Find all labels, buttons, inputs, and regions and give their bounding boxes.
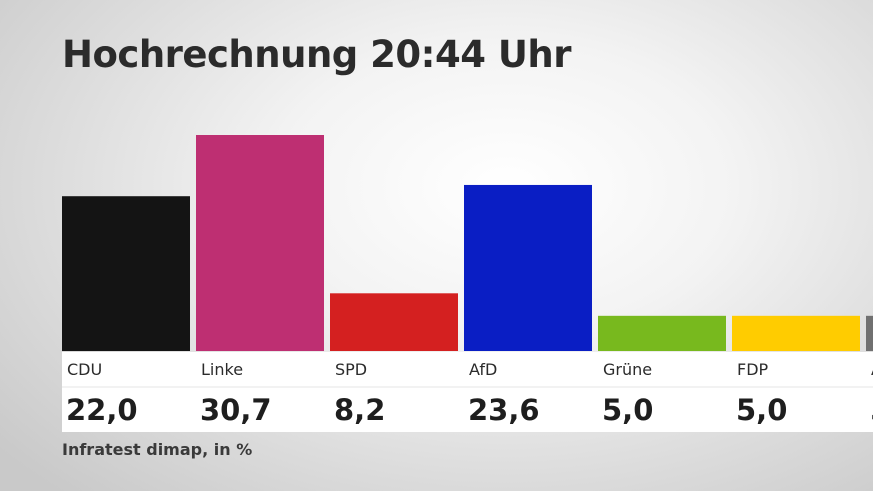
value-label: 5,0 — [736, 393, 787, 427]
labels-panel — [62, 352, 873, 432]
bar-afd — [464, 184, 592, 351]
bar-a — [866, 315, 873, 351]
bar-grüne — [598, 315, 726, 351]
source-note: Infratest dimap, in % — [62, 440, 253, 459]
bar-cdu — [62, 196, 190, 351]
category-label: FDP — [737, 360, 769, 379]
value-label: 8,2 — [334, 393, 385, 427]
category-label: Grüne — [603, 360, 652, 379]
category-label: CDU — [67, 360, 102, 379]
value-label: 23,6 — [468, 393, 540, 427]
bar-spd — [330, 293, 458, 351]
value-label: 30,7 — [200, 393, 272, 427]
bar-linke — [196, 135, 324, 351]
value-label: 22,0 — [66, 393, 138, 427]
value-label: 5 — [870, 393, 873, 427]
category-label: AfD — [469, 360, 497, 379]
category-label: Linke — [201, 360, 243, 379]
chart-title: Hochrechnung 20:44 Uhr — [62, 33, 571, 76]
value-label: 5,0 — [602, 393, 653, 427]
bar-fdp — [732, 315, 860, 351]
category-label: A — [871, 360, 873, 379]
category-label: SPD — [335, 360, 367, 379]
